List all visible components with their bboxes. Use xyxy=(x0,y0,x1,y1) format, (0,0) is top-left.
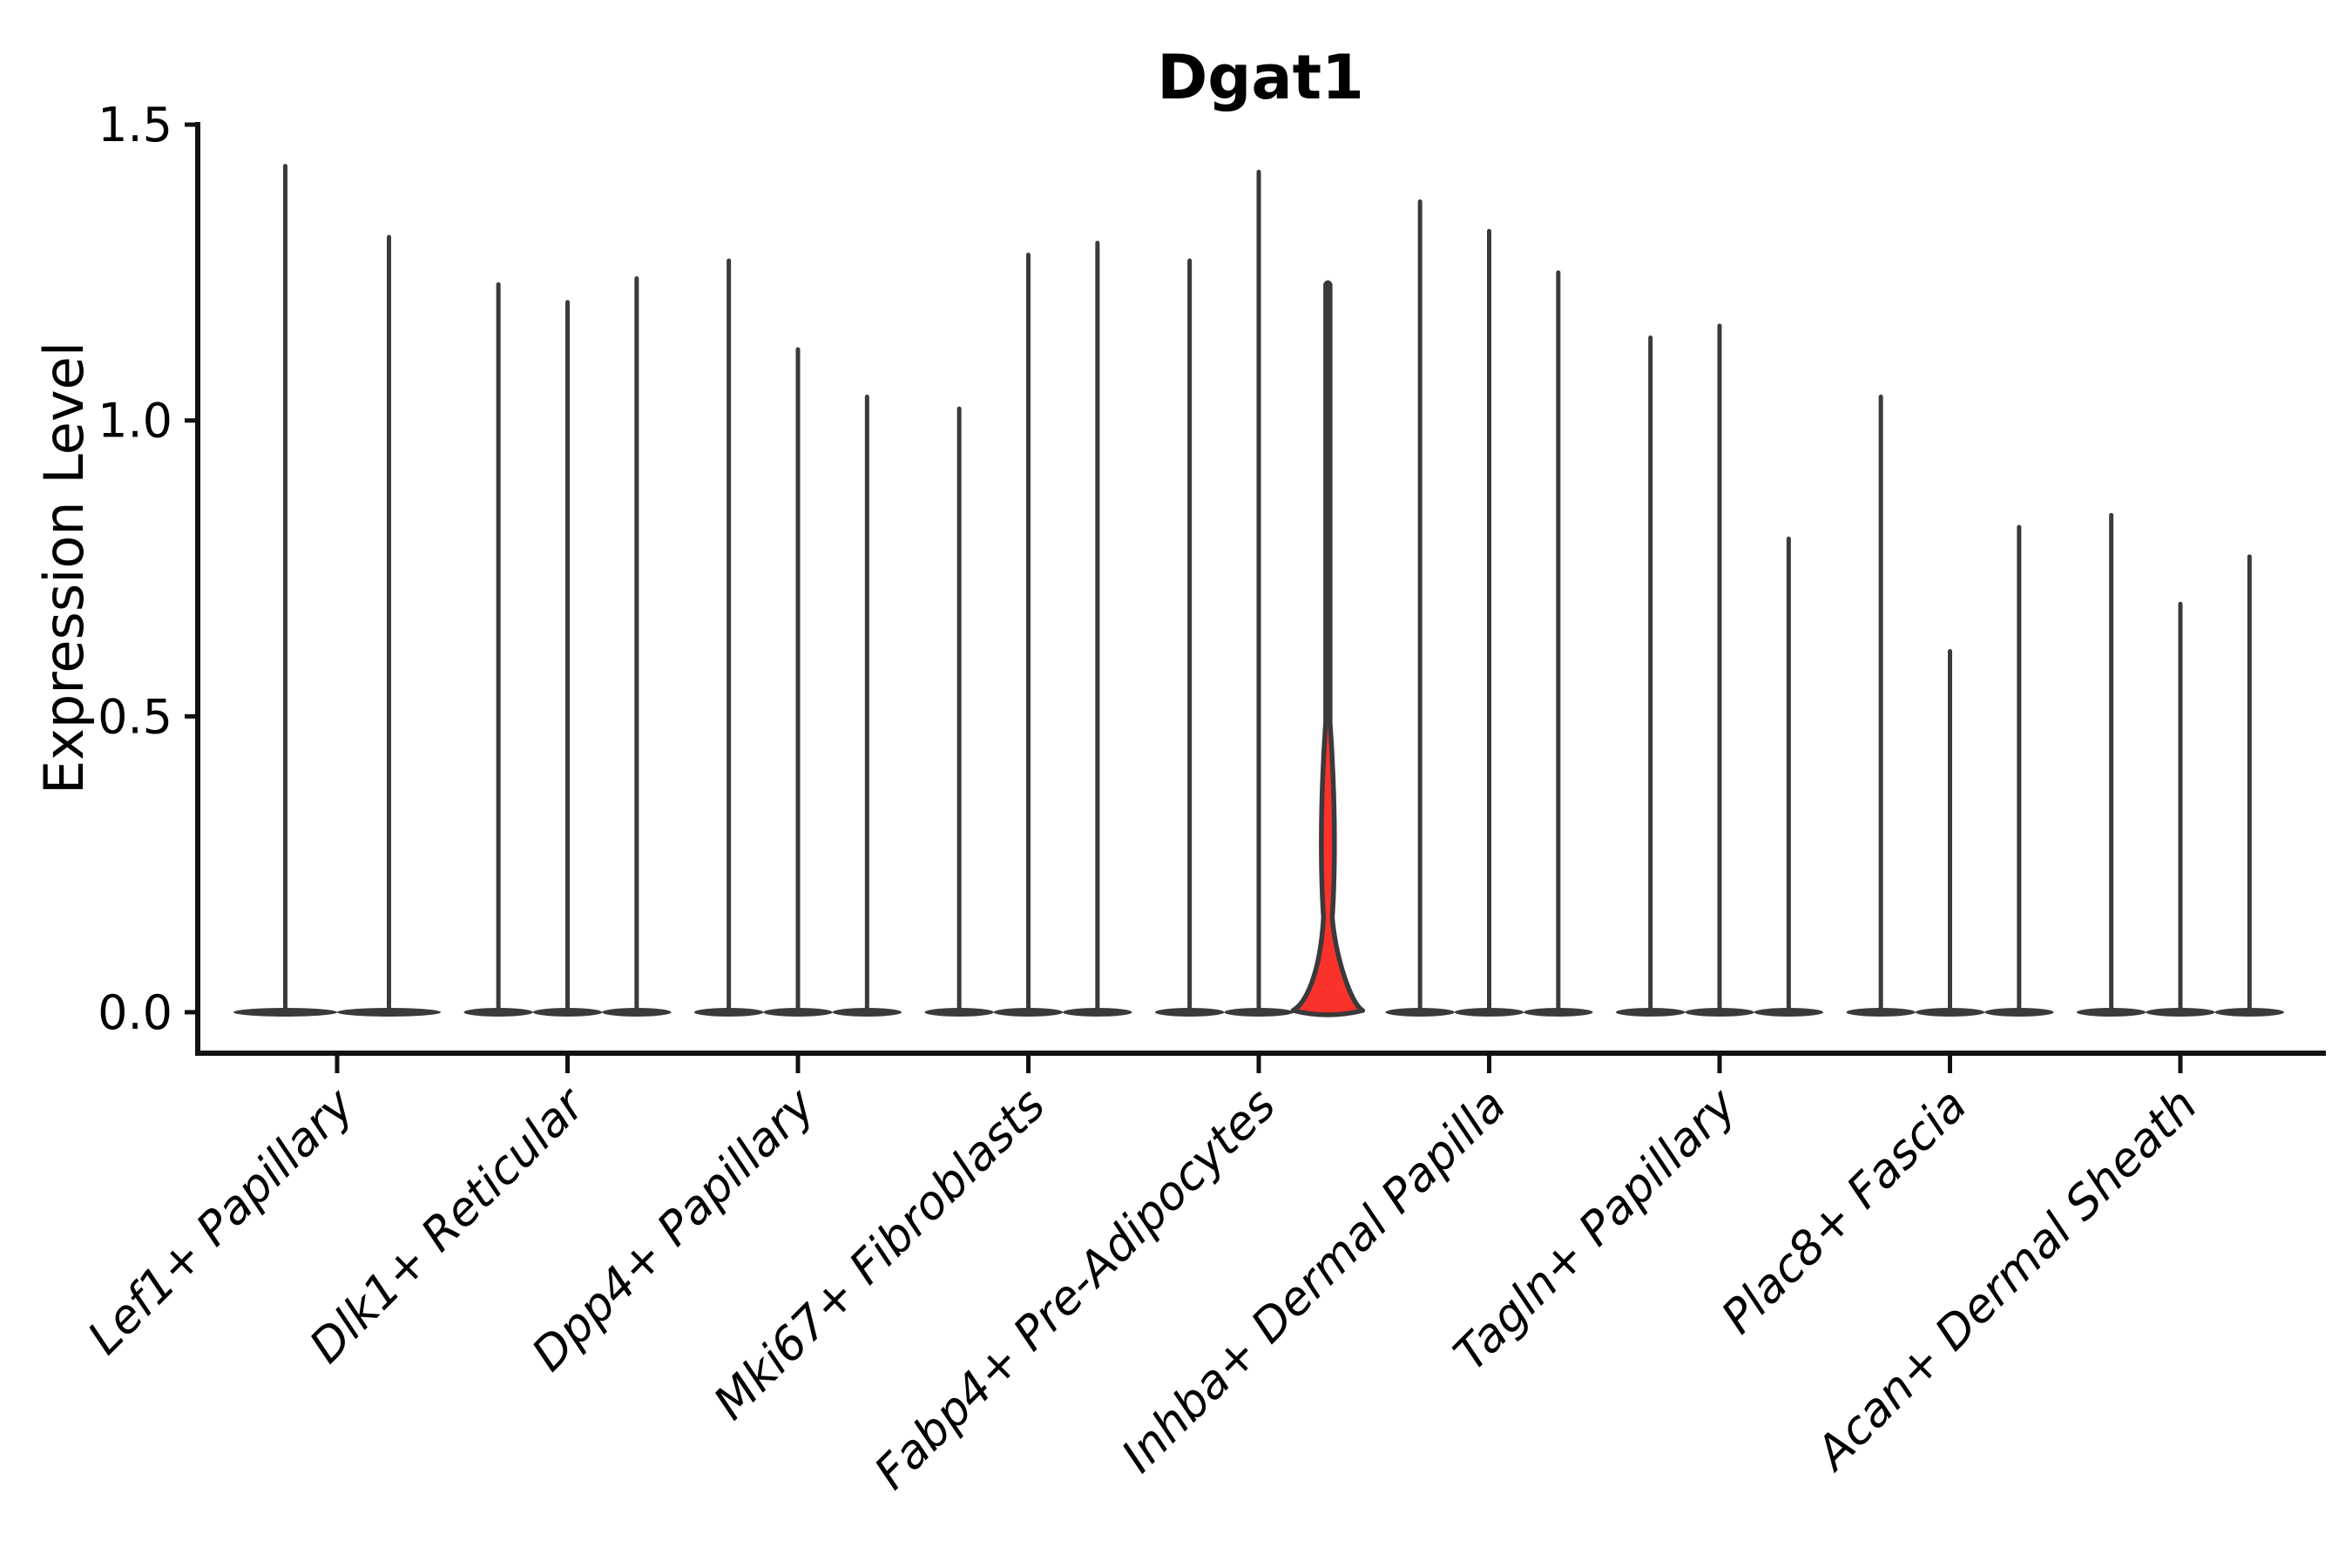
x-tick-label: Plac8+ Fascia xyxy=(1712,1078,1977,1344)
y-tick-label: 0.0 xyxy=(98,985,172,1040)
x-tick-label: Fabp4+ Pre-Adipocytes xyxy=(865,1078,1287,1500)
y-tick-label: 1.0 xyxy=(98,394,172,449)
y-tick-label: 1.5 xyxy=(98,98,172,152)
x-tick-label: Acan+ Dermal Sheath xyxy=(1805,1078,2208,1482)
y-tick-label: 0.5 xyxy=(98,689,172,744)
chart-title: Dgat1 xyxy=(1157,42,1364,113)
highlighted-violin xyxy=(1290,280,1366,1017)
violins-layer xyxy=(233,164,2285,1017)
x-tick-label: Inhba+ Dermal Papilla xyxy=(1112,1078,1516,1483)
y-axis-label: Expression Level xyxy=(32,341,96,794)
